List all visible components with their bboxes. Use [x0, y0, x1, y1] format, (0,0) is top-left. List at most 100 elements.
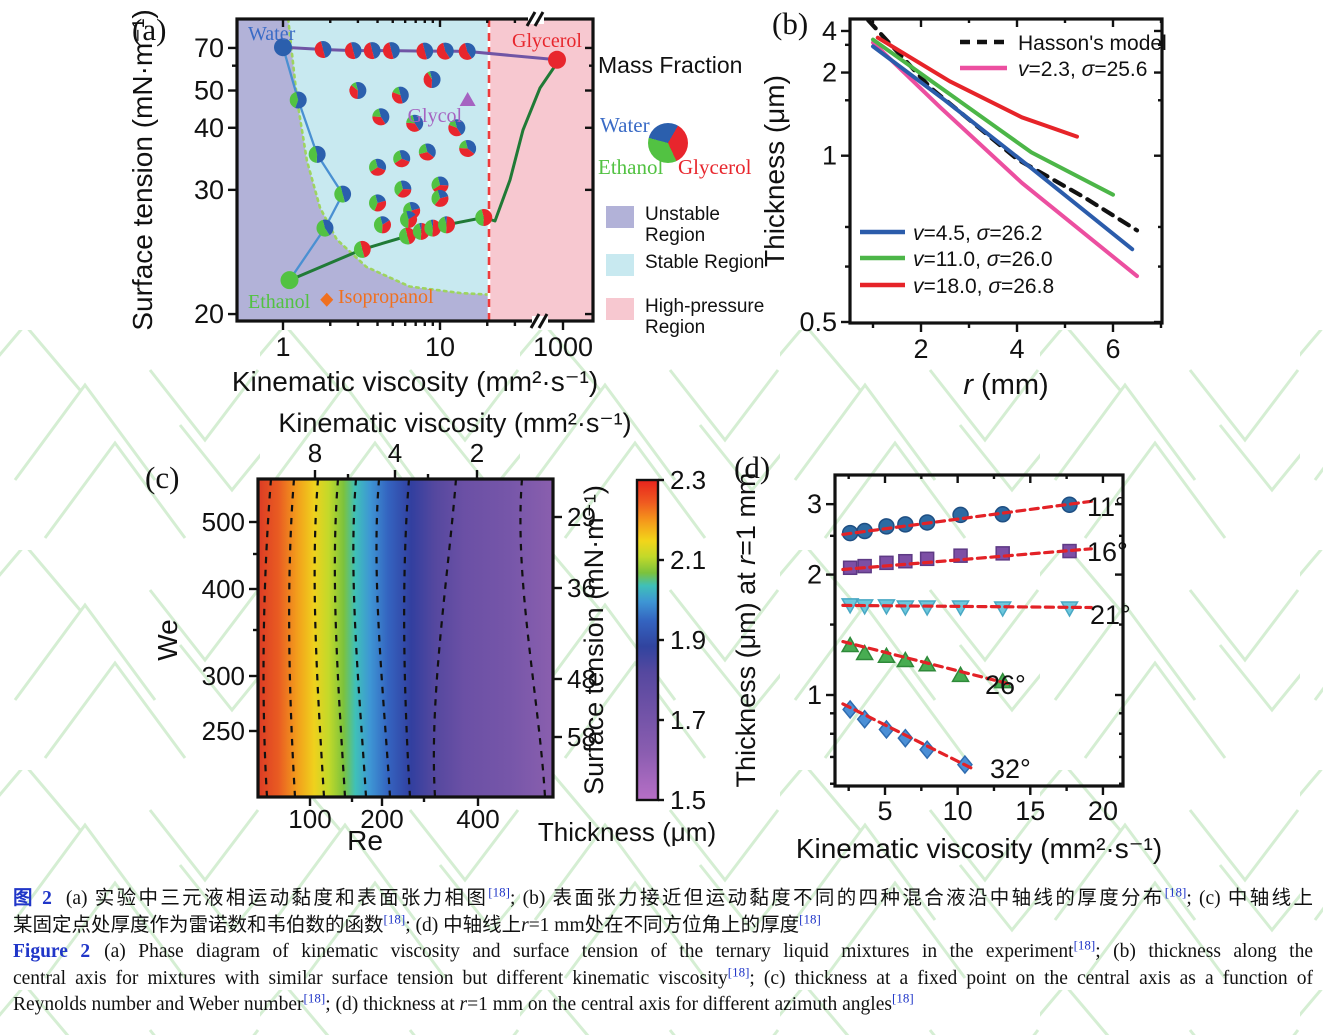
reference-18: [18] — [727, 964, 750, 979]
mixture-pie-slice — [400, 180, 412, 190]
colorbar-title: Thickness (μm) — [538, 817, 716, 847]
mixture-pie-slice — [448, 124, 462, 137]
mixture-pie-slice — [392, 86, 401, 96]
y-tick-label: 70 — [194, 33, 224, 63]
mixture-pie-slice — [465, 42, 476, 59]
y-axis-title: Thickness (μm) at r=1 mm — [731, 473, 761, 788]
mixture-pie-slice — [372, 108, 381, 117]
mixture-pie-slice — [406, 115, 415, 124]
y-tick-label: 2 — [822, 58, 837, 88]
x-tick-label: 6 — [1105, 334, 1120, 364]
ethanol-marker — [280, 271, 299, 290]
mixture-pie-slice — [314, 41, 326, 58]
legend-stable-region: Stable Region — [606, 252, 775, 276]
x-tick-label: 1 — [275, 332, 290, 362]
axis-break-mark — [525, 11, 537, 27]
right-axis-title: Surface tension (mN·m⁻¹) — [579, 485, 609, 795]
legend-entry-label: v=18.0, σ=26.8 — [913, 275, 1054, 298]
mixture-pie-slice — [380, 216, 390, 225]
colorbar-tick-label: 1.7 — [670, 705, 706, 735]
legend-entry-label: v=4.5, σ=26.2 — [913, 222, 1042, 245]
mixture-pie-slice — [369, 194, 378, 211]
mixture-pie-slice — [393, 150, 402, 164]
mixture-pie-slice — [419, 222, 422, 232]
nu-tick-label: 8 — [308, 438, 322, 468]
mixture-pie-slice — [434, 196, 449, 207]
mixture-pie-slice — [436, 42, 450, 60]
ethanol-annotation: Ethanol — [248, 291, 311, 313]
mass-fraction-pie-icon — [648, 123, 688, 163]
contour-line-6 — [403, 478, 412, 798]
isopropanol-annotation: Isopropanol — [338, 286, 434, 308]
caption-line: Figure 2 (a) Phase diagram of kinematic v… — [13, 937, 1314, 963]
mixture-pie-slice — [370, 167, 386, 176]
mixture-pie-slice — [427, 71, 433, 80]
y-tick-label: 30 — [194, 175, 224, 205]
mixture-pie-slice — [374, 200, 387, 212]
mixture-pie-slice — [399, 150, 411, 162]
azimuth-angle-label: 16° — [1087, 537, 1128, 567]
legend-entry-label: v=11.0, σ=26.0 — [913, 248, 1053, 271]
contour-line-3 — [333, 478, 347, 798]
mixture-pie-slice — [375, 194, 386, 203]
mixture-pie-slice — [431, 190, 440, 206]
st-tick-label: 48 — [567, 664, 596, 694]
mixture-pie-slice — [412, 114, 424, 131]
x-tick-label: 5 — [877, 796, 892, 826]
figure-caption: 图 2 (a) 实验中三元液相运动黏度和表面张力相图[18]; (b) 表面张力接… — [13, 886, 1313, 1019]
stability-boundary-dotted-line — [286, 17, 491, 296]
high-pressure-region-swatch — [606, 298, 634, 320]
legend-ethanol-label: Ethanol — [598, 155, 664, 179]
x-axis-title: r (mm) — [963, 369, 1048, 401]
plot-border — [848, 17, 1164, 325]
mixture-pie-slice — [340, 185, 352, 203]
y-tick-label: 1 — [807, 680, 822, 710]
caption-line: central axis for mixtures with similar s… — [13, 964, 1314, 989]
legend-entry-label: v=2.3, σ=25.6 — [1018, 58, 1147, 81]
mixture-pie-slice — [391, 92, 403, 104]
plot-border — [256, 477, 555, 799]
mixture-pie-slice — [475, 209, 484, 226]
isopropanol-diamond-marker — [320, 292, 334, 307]
series-line-4 — [875, 35, 1079, 139]
contour-line-7 — [432, 478, 458, 798]
re-tick-label: 100 — [288, 804, 331, 834]
reference-18: [18] — [488, 884, 510, 900]
mixture-pie-slice — [406, 211, 416, 220]
mixture-pie-slice — [308, 146, 318, 163]
panel-d-chart: 5 10 15 20 1 2 3 11° 16° 21° 26° 32° Kinematic visco… — [731, 450, 1162, 864]
caption-lead: 图 2 — [13, 888, 52, 909]
unstable-region-label: Unstable Region — [645, 204, 720, 246]
contour-line-1 — [288, 478, 297, 798]
mixture-pie-slice — [394, 158, 410, 168]
panel-tag-d: (d) — [734, 450, 770, 485]
mixture-pie-slice — [458, 43, 472, 60]
contour-line-4 — [352, 478, 368, 798]
reference-18: [18] — [891, 990, 914, 1006]
mixture-pie-slice — [314, 145, 326, 163]
mixture-pie-slice — [437, 176, 449, 186]
x-axis-title: Kinematic viscosity (mm²·s⁻¹) — [796, 833, 1162, 864]
mixture-pie-slice — [412, 223, 422, 240]
data-point-diamond — [897, 728, 914, 748]
mixture-pie-slice — [316, 219, 330, 237]
mass-fraction-legend-title: Mass Fraction — [598, 52, 743, 78]
mixture-pie-slice — [378, 108, 390, 124]
legend-water-label: Water — [600, 113, 650, 137]
contour-line-2 — [313, 478, 326, 798]
panel-a-legend: Mass Fraction Water Ethanol Glycerol Uns… — [598, 52, 826, 348]
caption-line: Reynolds number and Weber number[18]; (d… — [13, 990, 914, 1016]
we-tick-label: 250 — [202, 716, 245, 746]
x-tick-label: 15 — [1015, 796, 1045, 826]
left-axis-title: We — [152, 619, 183, 661]
reference-18: [18] — [383, 911, 406, 926]
x-tick-label: 10 — [425, 332, 455, 362]
data-point-triangle-down — [917, 600, 937, 617]
mixture-pie-slice — [459, 148, 475, 157]
mixture-pie-slice — [418, 143, 428, 155]
y-axis-title: Thickness (μm) — [759, 75, 790, 267]
unstable-region-swatch — [606, 206, 634, 228]
reference-18: [18] — [1073, 937, 1096, 953]
y-tick-label: 0.5 — [799, 307, 837, 337]
